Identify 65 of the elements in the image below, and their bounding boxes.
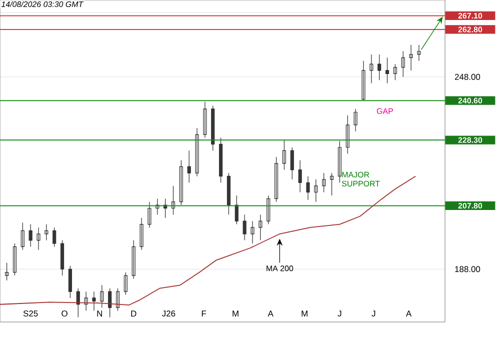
- x-tick-label: A: [268, 310, 274, 316]
- candlestick: [354, 108, 358, 132]
- candlestick: [68, 266, 72, 298]
- x-tick-label: F: [202, 310, 206, 316]
- candlestick: [44, 224, 48, 241]
- candlestick: [12, 243, 16, 276]
- candlestick: [370, 54, 374, 84]
- line-series: [0, 176, 416, 306]
- candlestick: [92, 291, 96, 312]
- x-tick-label: J26: [162, 310, 176, 316]
- candlestick: [362, 60, 366, 100]
- candlestick: [187, 150, 191, 183]
- candlestick: [330, 172, 334, 196]
- candlestick: [219, 137, 223, 183]
- candlestick: [5, 262, 9, 281]
- candlestick: [195, 128, 199, 177]
- candlestick: [226, 172, 230, 215]
- candlestick: [179, 160, 183, 206]
- candlestick: [234, 195, 238, 225]
- candlestick: [52, 227, 56, 248]
- candlestick: [393, 64, 397, 80]
- candlestick: [417, 44, 421, 62]
- x-tick-label: A: [406, 310, 412, 316]
- x-tick-label: J: [338, 310, 342, 316]
- x-tick-label: N: [97, 310, 102, 316]
- candlestick: [274, 156, 278, 202]
- candlestick: [211, 105, 215, 151]
- candlestick: [346, 115, 350, 154]
- candlestick: [20, 222, 24, 250]
- candlestick: [306, 176, 310, 200]
- candlestick: [140, 218, 144, 250]
- candlestick: [28, 224, 32, 248]
- x-tick-label: M: [232, 310, 238, 316]
- candlestick: [171, 186, 176, 215]
- candlestick: [378, 54, 382, 80]
- x-tick-label: O: [62, 310, 68, 316]
- candlestick: [338, 140, 342, 183]
- x-tick-label: D: [131, 310, 136, 316]
- candlestick: [282, 140, 286, 170]
- candlestick: [84, 291, 88, 312]
- x-tick-label: J: [372, 310, 376, 316]
- candlestick: [290, 147, 294, 180]
- y-tick-label: 188.00: [455, 266, 480, 272]
- candlestick: [242, 214, 246, 241]
- candlestick: [298, 160, 302, 193]
- candlestick: [203, 102, 207, 138]
- candlestick: [385, 57, 390, 84]
- candlestick: [409, 44, 413, 71]
- candlestick: [116, 288, 120, 312]
- candlestick: [124, 272, 128, 296]
- candlestick: [401, 50, 405, 78]
- candlestick: [314, 179, 318, 202]
- candlestick: [132, 240, 136, 280]
- candlestick: [100, 284, 104, 308]
- candlestick: [322, 172, 326, 193]
- x-tick-label: S25: [23, 310, 38, 316]
- candlestick: [36, 227, 40, 250]
- y-tick-label: 248.00: [454, 74, 480, 80]
- candlestick: [148, 202, 152, 228]
- candlestick: [250, 220, 254, 244]
- candlestick: [60, 240, 64, 276]
- candlestick: [108, 288, 112, 318]
- candlestick: [76, 288, 80, 318]
- x-tick-label: M: [302, 310, 308, 316]
- candlestick: [258, 214, 262, 241]
